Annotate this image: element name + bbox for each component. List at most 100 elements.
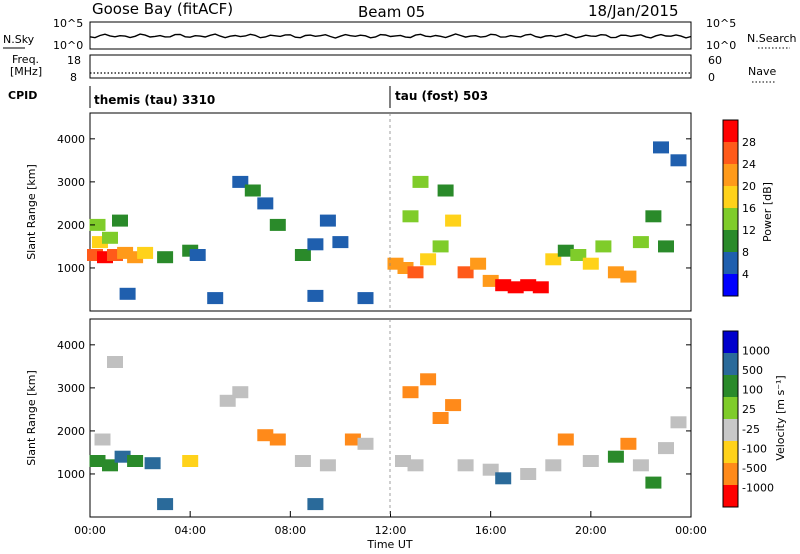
xtick-label: 00:00	[74, 524, 106, 537]
power-colorbar-tick: 24	[742, 158, 756, 171]
velocity-cell	[607, 450, 624, 463]
power-cell	[412, 175, 429, 188]
velocity-cell	[545, 459, 562, 472]
power-colorbar-tick: 12	[742, 224, 756, 237]
power-cell	[620, 270, 637, 283]
nsearch-tick-bottom: 10^0	[706, 39, 736, 52]
power-cell	[520, 279, 537, 292]
velocity-cell	[344, 433, 361, 446]
power-colorbar-frame	[722, 119, 739, 297]
velocity-colorbar-frame	[722, 330, 739, 508]
velocity-cells	[89, 356, 687, 511]
power-panel: 1000 2000 3000 4000 Slant Range [km]	[25, 112, 692, 312]
power-cell	[432, 240, 449, 253]
velocity-cell	[520, 468, 537, 480]
power-cell	[595, 240, 612, 253]
velocity-cell	[420, 373, 437, 386]
power-colorbar-swatch	[723, 252, 738, 274]
power-colorbar-tick: 20	[742, 180, 756, 193]
power-cell	[319, 214, 336, 227]
nsky-frame	[89, 21, 692, 50]
freq-label-2: [MHz]	[10, 65, 42, 78]
velocity-cell	[144, 457, 161, 470]
power-cell	[307, 289, 324, 302]
nsky-trace	[89, 33, 692, 39]
velocity-cell	[269, 433, 286, 446]
power-cell	[137, 246, 154, 259]
power-cell	[89, 218, 106, 231]
velocity-cell	[102, 459, 118, 472]
power-cell	[269, 218, 286, 231]
xtick-label: 00:00	[675, 524, 707, 537]
power-cell	[470, 257, 487, 270]
velocity-cell	[127, 455, 144, 467]
velocity-colorbar-swatch	[723, 463, 738, 485]
power-cell	[482, 274, 499, 287]
power-cell	[607, 266, 624, 279]
power-cell	[570, 249, 587, 261]
power-cell	[670, 154, 687, 167]
power-colorbar-label: Power [dB]	[761, 182, 774, 242]
power-colorbar-swatch	[723, 230, 738, 252]
power-cell	[189, 249, 206, 261]
velocity-cell	[319, 459, 336, 472]
power-cell	[658, 240, 674, 253]
power-colorbar-tick: 4	[742, 268, 749, 281]
velocity-colorbar-tick: 1000	[742, 345, 770, 358]
velocity-cell	[257, 429, 274, 442]
power-cell	[294, 249, 311, 261]
velocity-colorbar-tick: -500	[742, 462, 767, 475]
power-cell	[557, 244, 574, 257]
power-ytick-label: 4000	[57, 133, 85, 146]
velocity-cell	[457, 459, 474, 472]
velocity-colorbar-tick: 100	[742, 384, 763, 397]
power-cell	[645, 210, 662, 223]
xtick-label: 16:00	[475, 524, 507, 537]
velocity-cell	[114, 450, 131, 463]
power-cell	[102, 231, 118, 244]
velocity-yticks: 1000 2000 3000 4000	[57, 339, 691, 481]
power-cell	[112, 214, 128, 227]
velocity-colorbar-swatch	[723, 397, 738, 419]
power-colorbar-tick: 16	[742, 202, 756, 215]
velocity-colorbar-tick: 25	[742, 403, 756, 416]
nsearch-label: N.Search	[747, 32, 797, 45]
velocity-cell	[582, 455, 599, 467]
velocity-ylabel: Slant Range [km]	[25, 370, 38, 466]
freq-tick-bottom: 8	[70, 71, 77, 84]
velocity-panel: 1000 2000 3000 4000 00:00 04:00 08:00 12:00 16:…	[25, 318, 707, 551]
velocity-cell	[294, 455, 311, 467]
velocity-cell	[670, 416, 687, 429]
velocity-cell	[94, 433, 111, 446]
nsky-strip: N.Sky 10^5 10^0 10^5 10^0 N.Search	[3, 17, 797, 52]
velocity-cell	[432, 412, 449, 424]
power-cell	[407, 266, 424, 279]
freq-label-1: Freq.	[12, 53, 39, 66]
nsky-label: N.Sky	[3, 33, 35, 46]
nsearch-tick-top: 10^5	[706, 17, 736, 30]
velocity-xlabel: Time UT	[366, 538, 412, 551]
power-colorbar-swatch	[723, 120, 738, 142]
velocity-colorbar-tick: -25	[742, 423, 760, 436]
velocity-cell	[632, 459, 649, 472]
nsky-tick-bottom: 10^0	[53, 39, 83, 52]
velocity-colorbar-swatch	[723, 441, 738, 463]
velocity-cell	[645, 476, 662, 489]
velocity-cell	[557, 433, 574, 446]
power-cell	[244, 184, 261, 197]
nsky-tick-top: 10^5	[53, 17, 83, 30]
freq-strip: Freq. [MHz] 18 8 60 0 Nave	[10, 53, 776, 84]
power-cell	[307, 238, 324, 251]
cpid-label: CPID	[8, 89, 37, 102]
power-colorbar-swatch	[723, 164, 738, 186]
freq-tick-top: 18	[67, 54, 81, 67]
velocity-colorbar-ticks: -1000 -500 -100 -25 25 100 500 1000	[742, 345, 774, 495]
power-colorbar-ticks: 4 8 12 16 20 24 28	[742, 136, 756, 281]
power-yticks: 1000 2000 3000 4000	[57, 133, 691, 275]
power-cell	[632, 236, 649, 249]
power-colorbar-swatch	[723, 186, 738, 208]
date-title: 18/Jan/2015	[588, 2, 679, 20]
xtick-label: 12:00	[375, 524, 407, 537]
power-colorbar-swatches	[723, 120, 738, 296]
